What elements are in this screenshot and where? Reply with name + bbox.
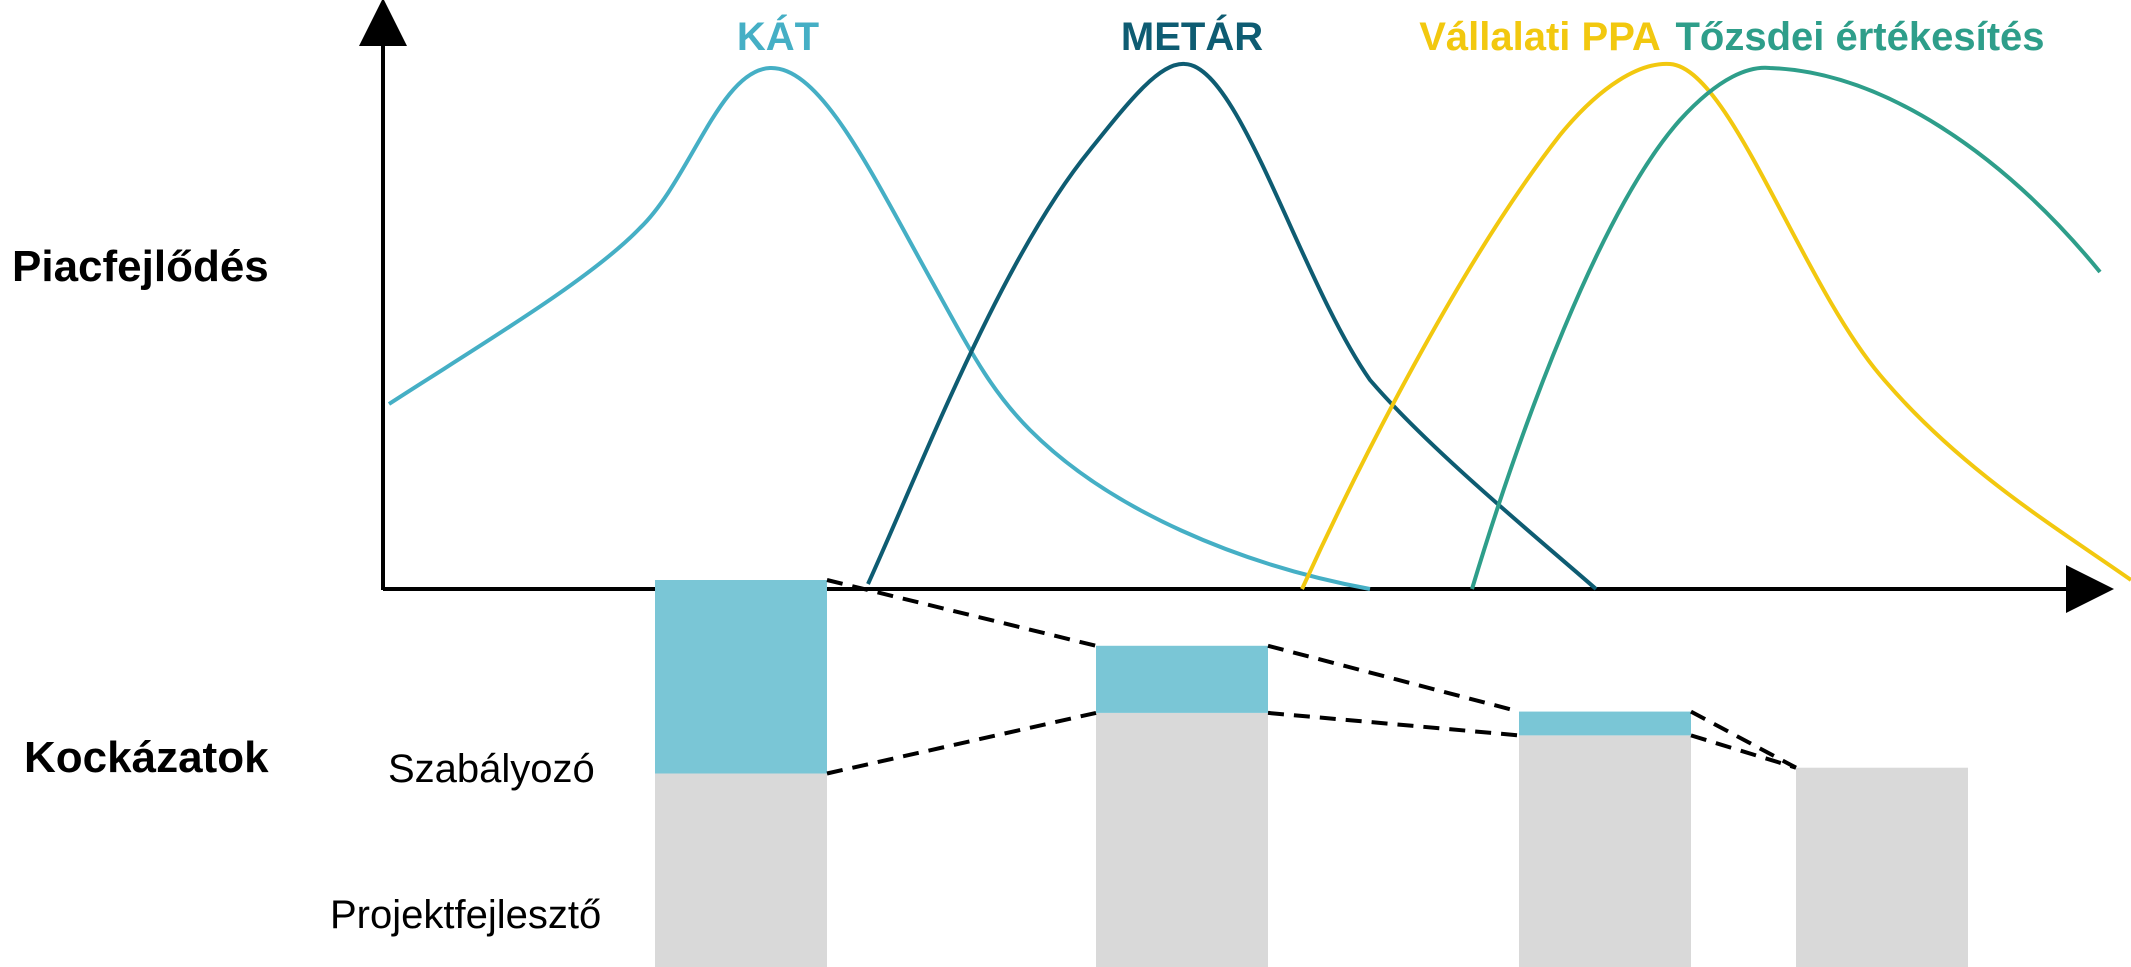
regulatory-risk-bar-2 [1096,645,1268,713]
curve-2 [866,61,1598,591]
regulatory-risk-bar-1 [655,580,827,774]
curve-label-3: Vállalati PPA [1419,15,1661,59]
developer-risk-label: Projektfejlesztő [330,893,602,937]
dash-split-3 [1690,733,1797,770]
regulatory-risk-label: Szabályozó [388,747,595,791]
developer-risk-bar-3 [1519,735,1691,967]
risk-bars-group [655,580,1968,967]
curve-label-2: METÁR [1121,14,1263,59]
developer-risk-bar-1 [655,773,827,967]
dash-split-1 [826,710,1097,776]
dash-top-2 [1267,643,1520,714]
developer-risk-bar-4 [1796,767,1968,967]
curve-1 [387,65,1371,591]
curve-label-4: Tőzsdei értékesítés [1675,15,2044,59]
regulatory-risk-bar-3 [1519,711,1691,736]
dash-top-3 [1690,709,1797,770]
curve-labels-group: KÁT METÁR Vállalati PPA Tőzsdei értékesítés [737,14,2045,59]
developer-risk-bar-2 [1096,712,1268,967]
risks-label: Kockázatok [24,733,269,782]
dash-split-2 [1267,710,1520,738]
dash-top-1 [826,578,1097,648]
curves-group [387,61,2131,591]
curve-4 [1470,65,2102,590]
curve-label-1: KÁT [737,14,819,59]
risk-dash-connectors [826,578,1797,776]
curve-3 [1300,61,2131,590]
market-development-label: Piacfejlődés [12,242,269,291]
